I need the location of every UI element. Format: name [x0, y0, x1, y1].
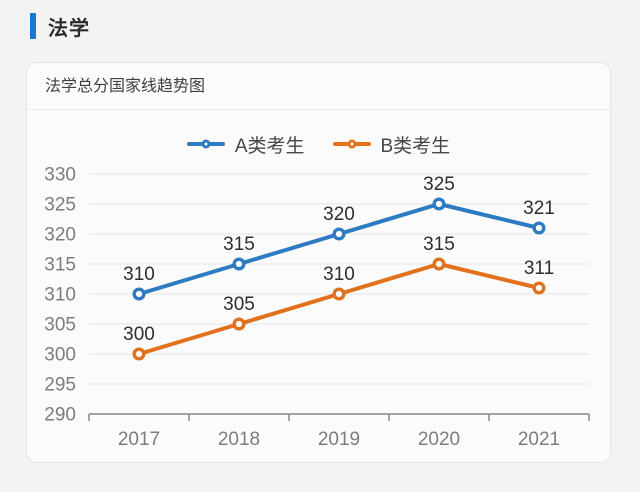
page-header: 法学	[30, 11, 640, 41]
data-point-0-0	[132, 287, 146, 301]
y-axis-label: 310	[44, 285, 76, 306]
chart-card-title: 法学总分国家线趋势图	[27, 63, 610, 110]
y-axis-label: 315	[44, 255, 76, 276]
data-label-1-1: 305	[223, 294, 255, 315]
chart-legend: A类考生 B类考生	[27, 130, 610, 158]
y-axis-label: 320	[44, 225, 76, 246]
series-b-marker-icon	[332, 135, 371, 153]
trend-chart-card: 法学总分国家线趋势图 A类考生 B类考生 290 295 300 305 310 315 3…	[26, 62, 611, 463]
x-axis-label: 2017	[118, 429, 160, 450]
data-point-0-3	[432, 197, 446, 211]
y-axis-label: 290	[44, 405, 76, 426]
data-point-0-2	[332, 227, 346, 241]
y-axis-label: 305	[44, 315, 76, 336]
legend-item-series-a[interactable]: A类考生	[186, 131, 305, 158]
data-label-0-0: 310	[123, 264, 155, 285]
title-accent-bar	[30, 13, 36, 39]
y-axis-label: 325	[44, 195, 76, 216]
data-label-0-3: 325	[423, 174, 455, 195]
y-axis-label: 295	[44, 375, 76, 396]
x-axis-label: 2018	[218, 429, 260, 450]
data-label-0-4: 321	[523, 198, 555, 219]
data-point-1-3	[432, 257, 446, 271]
legend-label-series-b: B类考生	[380, 135, 451, 157]
data-label-1-2: 310	[323, 264, 355, 285]
data-point-1-1	[232, 317, 246, 331]
y-axis-label: 300	[44, 345, 76, 366]
legend-label-series-a: A类考生	[234, 135, 305, 157]
trend-chart-plot: 290 295 300 305 310 315 320 325 330 2017 2018 2019 2…	[44, 165, 590, 450]
x-axis-label: 2021	[518, 429, 560, 450]
data-point-1-2	[332, 287, 346, 301]
data-label-1-4: 311	[524, 258, 554, 279]
data-label-1-3: 315	[423, 234, 455, 255]
x-axis-label: 2020	[418, 429, 460, 450]
data-point-1-0	[132, 347, 146, 361]
data-label-1-0: 300	[123, 324, 155, 345]
data-point-0-4	[532, 221, 546, 235]
y-axis-label: 330	[44, 165, 76, 186]
data-point-0-1	[232, 257, 246, 271]
series-a-marker-icon	[186, 135, 225, 153]
page-title: 法学	[48, 17, 90, 40]
data-label-0-2: 320	[323, 204, 355, 225]
data-point-1-4	[532, 281, 546, 295]
data-label-0-1: 315	[223, 234, 255, 255]
legend-item-series-b[interactable]: B类考生	[332, 131, 451, 158]
x-axis-label: 2019	[318, 429, 360, 450]
